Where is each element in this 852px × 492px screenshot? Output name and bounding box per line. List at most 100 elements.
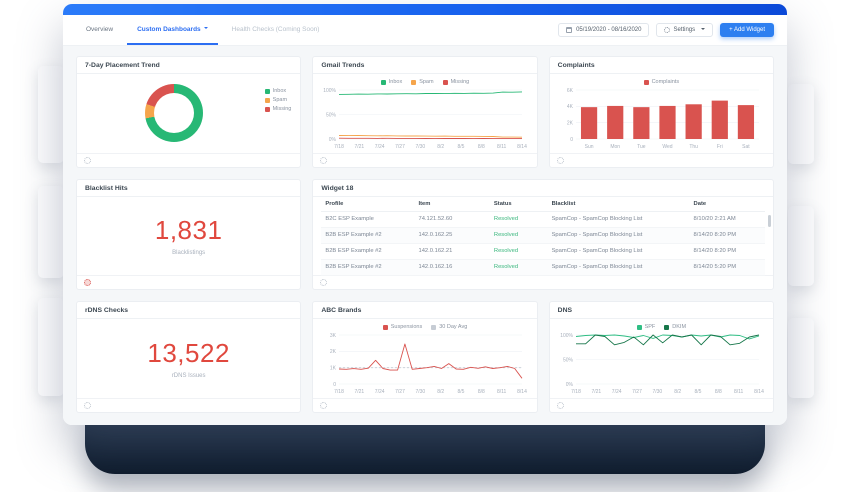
- table-cell: SpamCop - SpamCop Blocking List: [547, 227, 690, 244]
- svg-text:0: 0: [334, 382, 337, 388]
- widget-settings-gear-icon[interactable]: [556, 401, 564, 409]
- legend-swatch-icon: [380, 79, 386, 85]
- svg-text:8/11: 8/11: [497, 389, 507, 395]
- widget-18-table: Widget 18 Profile Item Status Blacklist Date…: [312, 178, 774, 291]
- table-cell: 8/10/20 2:21 AM: [689, 211, 765, 228]
- svg-text:8/8: 8/8: [478, 144, 485, 150]
- table-scrollbar[interactable]: [767, 214, 771, 227]
- table-body: B2C ESP Example 74.121.52.60 Resolved SpamC…: [321, 211, 765, 276]
- widget-dns: DNS SPF DKIM 100% 50% 0% 7/18 7/21 7/24 7/27 7/3…: [548, 301, 774, 413]
- legend-item: Missing: [264, 106, 291, 112]
- widget-settings-gear-icon[interactable]: [556, 156, 564, 164]
- tab-bar: Overview Custom Dashboards Health Checks…: [76, 15, 329, 45]
- add-widget-button[interactable]: + Add Widget: [720, 23, 774, 37]
- widget-footer: [77, 152, 301, 167]
- tab-overview[interactable]: Overview: [86, 25, 114, 33]
- settings-label: Settings: [673, 27, 696, 33]
- svg-text:50%: 50%: [326, 112, 337, 118]
- stat-label: Blacklistings: [172, 250, 206, 257]
- widget-settings-gear-icon[interactable]: [320, 156, 328, 164]
- donut-chart: [83, 76, 294, 151]
- widget-title: Widget 18: [313, 180, 773, 197]
- svg-text:8/11: 8/11: [734, 389, 744, 395]
- widget-footer: [313, 152, 537, 167]
- settings-button[interactable]: Settings: [656, 23, 714, 37]
- svg-text:2K: 2K: [567, 120, 574, 126]
- svg-text:1K: 1K: [330, 366, 337, 372]
- svg-text:8/2: 8/2: [438, 389, 445, 395]
- table-head: Profile Item Status Blacklist Date: [321, 196, 765, 212]
- widget-settings-gear-icon[interactable]: [84, 401, 91, 409]
- legend-swatch-icon: [442, 79, 448, 85]
- svg-text:7/18: 7/18: [334, 144, 344, 150]
- widget-settings-gear-icon[interactable]: [84, 279, 91, 287]
- svg-text:7/21: 7/21: [355, 144, 365, 150]
- stat-value: 1,831: [154, 215, 223, 246]
- widget-footer: [549, 152, 773, 167]
- widget-title: 7-Day Placement Trend: [77, 57, 301, 74]
- svg-text:8/11: 8/11: [497, 144, 507, 150]
- table-row[interactable]: B2B ESP Example #2 142.0.162.16 Resolved Sp…: [321, 259, 765, 276]
- table-row[interactable]: B2B ESP Example #2 142.0.162.21 Resolved Sp…: [321, 243, 765, 260]
- widget-grid: 7-Day Placement Trend Inbox Spam Missing G…: [63, 46, 787, 425]
- browser-top-accent-bar: [63, 4, 787, 15]
- widget-settings-gear-icon[interactable]: [320, 401, 328, 409]
- donut-hole: [154, 93, 194, 134]
- stat-display: 1,831 Blacklistings: [83, 199, 294, 274]
- table-row[interactable]: B2B ESP Example #2 142.0.162.25 Resolved Sp…: [321, 227, 765, 244]
- svg-text:3K: 3K: [330, 333, 337, 339]
- svg-text:8/8: 8/8: [478, 389, 485, 395]
- legend-item: Inbox: [264, 88, 292, 94]
- svg-text:Mon: Mon: [610, 144, 620, 150]
- gmail-line-chart: 100% 50% 0% 7/18 7/21 7/24 7/27 7/30 8/2 8/5 8/8 8/…: [319, 86, 530, 151]
- svg-text:0%: 0%: [329, 137, 337, 143]
- table-cell: Resolved: [489, 259, 548, 276]
- widget-settings-gear-icon[interactable]: [320, 279, 328, 287]
- table-header-cell: Profile: [321, 196, 415, 212]
- chart-legend: Inbox Spam Missing: [319, 76, 530, 86]
- legend-swatch-icon: [664, 324, 670, 330]
- stat-label: rDNS Issues: [171, 373, 206, 380]
- svg-text:7/30: 7/30: [652, 389, 662, 395]
- chart-legend: Suspensions 30 Day Avg: [319, 321, 530, 331]
- svg-text:8/5: 8/5: [458, 144, 465, 150]
- legend-item: Complaints: [643, 79, 679, 85]
- placement-donut: [145, 84, 203, 143]
- svg-text:Fri: Fri: [717, 144, 723, 150]
- chart-legend: Inbox Spam Missing: [264, 88, 292, 112]
- table-cell: B2B ESP Example #2: [321, 259, 415, 276]
- svg-text:Sun: Sun: [584, 144, 593, 150]
- header-controls: 05/19/2020 - 08/16/2020 Settings + Add W…: [558, 23, 774, 37]
- date-range-input[interactable]: 05/19/2020 - 08/16/2020: [558, 23, 650, 37]
- svg-text:7/18: 7/18: [334, 389, 344, 395]
- widget-footer: [313, 275, 773, 289]
- table-header-cell: Blacklist: [547, 196, 690, 212]
- widget-settings-gear-icon[interactable]: [84, 156, 91, 164]
- svg-text:8/5: 8/5: [458, 389, 465, 395]
- legend-swatch-icon: [382, 324, 388, 330]
- legend-item: Inbox: [380, 79, 402, 85]
- table-cell: B2B ESP Example #2: [321, 243, 415, 260]
- svg-text:7/30: 7/30: [416, 389, 426, 395]
- table-header-cell: Date: [689, 196, 765, 212]
- table-row[interactable]: B2C ESP Example 74.121.52.60 Resolved SpamC…: [321, 211, 765, 228]
- tab-health-checks[interactable]: Health Checks (Coming Soon): [231, 25, 320, 33]
- table-cell: 142.0.162.16: [414, 259, 490, 276]
- legend-swatch-icon: [264, 97, 270, 103]
- svg-text:7/21: 7/21: [355, 389, 365, 395]
- dashboard-window: Overview Custom Dashboards Health Checks…: [63, 4, 787, 425]
- widget-title: rDNS Checks: [77, 302, 301, 320]
- svg-text:0: 0: [570, 137, 573, 143]
- widget-placement-trend: 7-Day Placement Trend Inbox Spam Missing: [76, 56, 302, 168]
- svg-text:4K: 4K: [567, 104, 574, 110]
- legend-item: Suspensions: [382, 324, 422, 330]
- table-cell: Resolved: [489, 211, 548, 228]
- svg-text:7/21: 7/21: [591, 389, 601, 395]
- dns-line-chart: 100% 50% 0% 7/18 7/21 7/24 7/27 7/30 8/2 8/5 8/8 8/…: [556, 331, 767, 396]
- background-card-left-3: [38, 298, 64, 396]
- svg-text:7/27: 7/27: [632, 389, 642, 395]
- tab-custom-dashboards[interactable]: Custom Dashboards: [127, 15, 218, 45]
- svg-text:8/5: 8/5: [694, 389, 701, 395]
- table-cell: 142.0.162.21: [414, 243, 490, 260]
